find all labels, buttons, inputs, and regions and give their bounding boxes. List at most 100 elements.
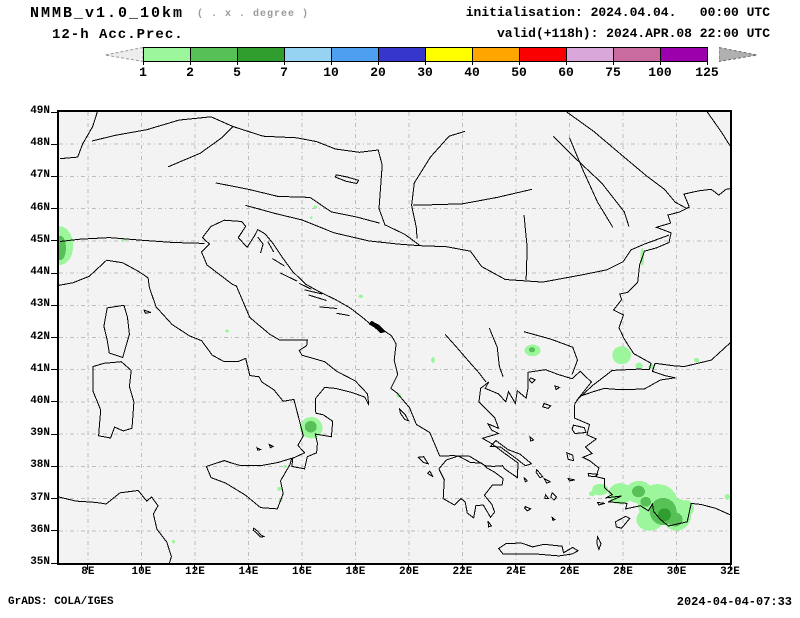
river <box>59 237 205 244</box>
lat-tick-label: 39N <box>30 427 50 440</box>
lat-tick-label: 48N <box>30 137 50 150</box>
colorbar-tick-label: 1 <box>139 65 147 80</box>
colorbar-cell <box>143 47 191 62</box>
lat-tick-label: 35N <box>30 556 50 568</box>
colorbar-tick <box>519 61 520 65</box>
island-outline <box>497 542 579 557</box>
colorbar-tick-label: 7 <box>280 65 288 80</box>
colorbar-cell <box>378 47 426 62</box>
lat-tick <box>51 111 58 113</box>
river <box>569 137 614 228</box>
river <box>215 182 380 224</box>
creation-timestamp: 2024-04-04-07:33 <box>676 595 792 609</box>
lon-tick-label: 18E <box>345 566 366 578</box>
lake-filled <box>368 320 386 334</box>
lon-tick <box>408 563 410 570</box>
precip-blob <box>635 362 643 370</box>
island-outline <box>567 477 575 482</box>
lat-tick-label: 49N <box>30 105 50 117</box>
lon-tick-label: 20E <box>399 566 419 578</box>
island-outline <box>103 304 130 359</box>
precip-blob <box>658 508 671 522</box>
init-time-label: initialisation: 2024.04.04. 00:00 UTC <box>465 5 770 20</box>
lat-tick <box>51 369 58 371</box>
lon-tick-label: 24E <box>506 566 526 578</box>
coastline <box>59 188 730 479</box>
lat-tick <box>51 272 58 274</box>
river <box>91 116 670 283</box>
colorbar-tick-label: 75 <box>605 65 621 80</box>
island-outline <box>252 527 266 538</box>
colorbar-tick-label: 40 <box>464 65 480 80</box>
island-outline <box>489 439 533 467</box>
colorbar-left-arrow-icon <box>104 47 144 63</box>
island-outline <box>398 407 410 422</box>
lon-tick-label: 12E <box>185 566 205 578</box>
coastline <box>59 489 172 563</box>
precip-blob <box>313 205 318 209</box>
colorbar-cell <box>190 47 238 62</box>
lon-tick <box>622 563 624 570</box>
colorbar-tick <box>143 61 144 65</box>
coastline <box>299 282 312 290</box>
island-outline <box>438 455 504 519</box>
river <box>444 333 487 383</box>
lon-tick <box>729 563 731 570</box>
colorbar-right-arrow-icon <box>719 47 758 63</box>
colorbar-cell <box>331 47 379 62</box>
lon-tick <box>568 563 570 570</box>
lat-tick <box>51 337 58 338</box>
lon-tick-label: 30E <box>666 566 687 578</box>
colorbar-tick <box>566 61 567 65</box>
coastline <box>336 312 350 317</box>
colorbar-cell <box>519 47 567 62</box>
lat-tick <box>51 240 58 242</box>
island-outline <box>487 520 493 528</box>
colorbar-cell <box>425 47 473 62</box>
colorbar-tick <box>425 61 426 65</box>
coastline <box>319 306 338 309</box>
grid-note: ( . x . degree ) <box>197 9 310 20</box>
lat-tick-label: 37N <box>30 491 50 504</box>
lon-tick <box>461 563 463 570</box>
lat-tick-label: 45N <box>30 233 50 246</box>
island-outline <box>544 493 550 500</box>
river <box>706 112 730 147</box>
lon-tick-label: 16E <box>292 566 312 578</box>
coastline <box>573 342 730 527</box>
river <box>59 112 98 160</box>
river <box>168 126 234 168</box>
lat-tick <box>51 498 58 500</box>
lon-tick-label: 26E <box>559 566 580 578</box>
island-outline <box>92 361 135 439</box>
precip-blob <box>358 294 363 298</box>
lat-tick <box>51 143 58 145</box>
lon-tick <box>87 563 89 570</box>
lat-tick-label: 46N <box>30 201 50 214</box>
river <box>566 112 687 209</box>
island-outline <box>587 472 599 478</box>
precip-blob <box>677 500 694 517</box>
lon-tick <box>194 563 196 570</box>
colorbar-tick <box>190 61 191 65</box>
lon-tick <box>301 563 303 570</box>
river <box>523 215 528 281</box>
lat-tick-label: 43N <box>30 298 50 311</box>
precip-blob <box>309 216 313 219</box>
lat-tick-label: 36N <box>30 523 50 536</box>
model-title: NMMB_v1.0_10km <box>30 5 185 22</box>
colorbar-cell <box>613 47 661 62</box>
coastline <box>308 294 327 301</box>
precip-blob <box>612 346 632 365</box>
lat-tick <box>51 175 58 177</box>
colorbar-cell <box>660 47 708 62</box>
colorbar-cell <box>237 47 285 62</box>
colorbar-tick-label: 30 <box>417 65 433 80</box>
colorbar-tick <box>284 61 285 65</box>
lat-tick-label: 40N <box>30 394 50 407</box>
precip-blob <box>693 357 700 363</box>
island-outline <box>529 435 535 442</box>
island-outline <box>528 377 537 384</box>
lon-tick <box>140 563 142 570</box>
